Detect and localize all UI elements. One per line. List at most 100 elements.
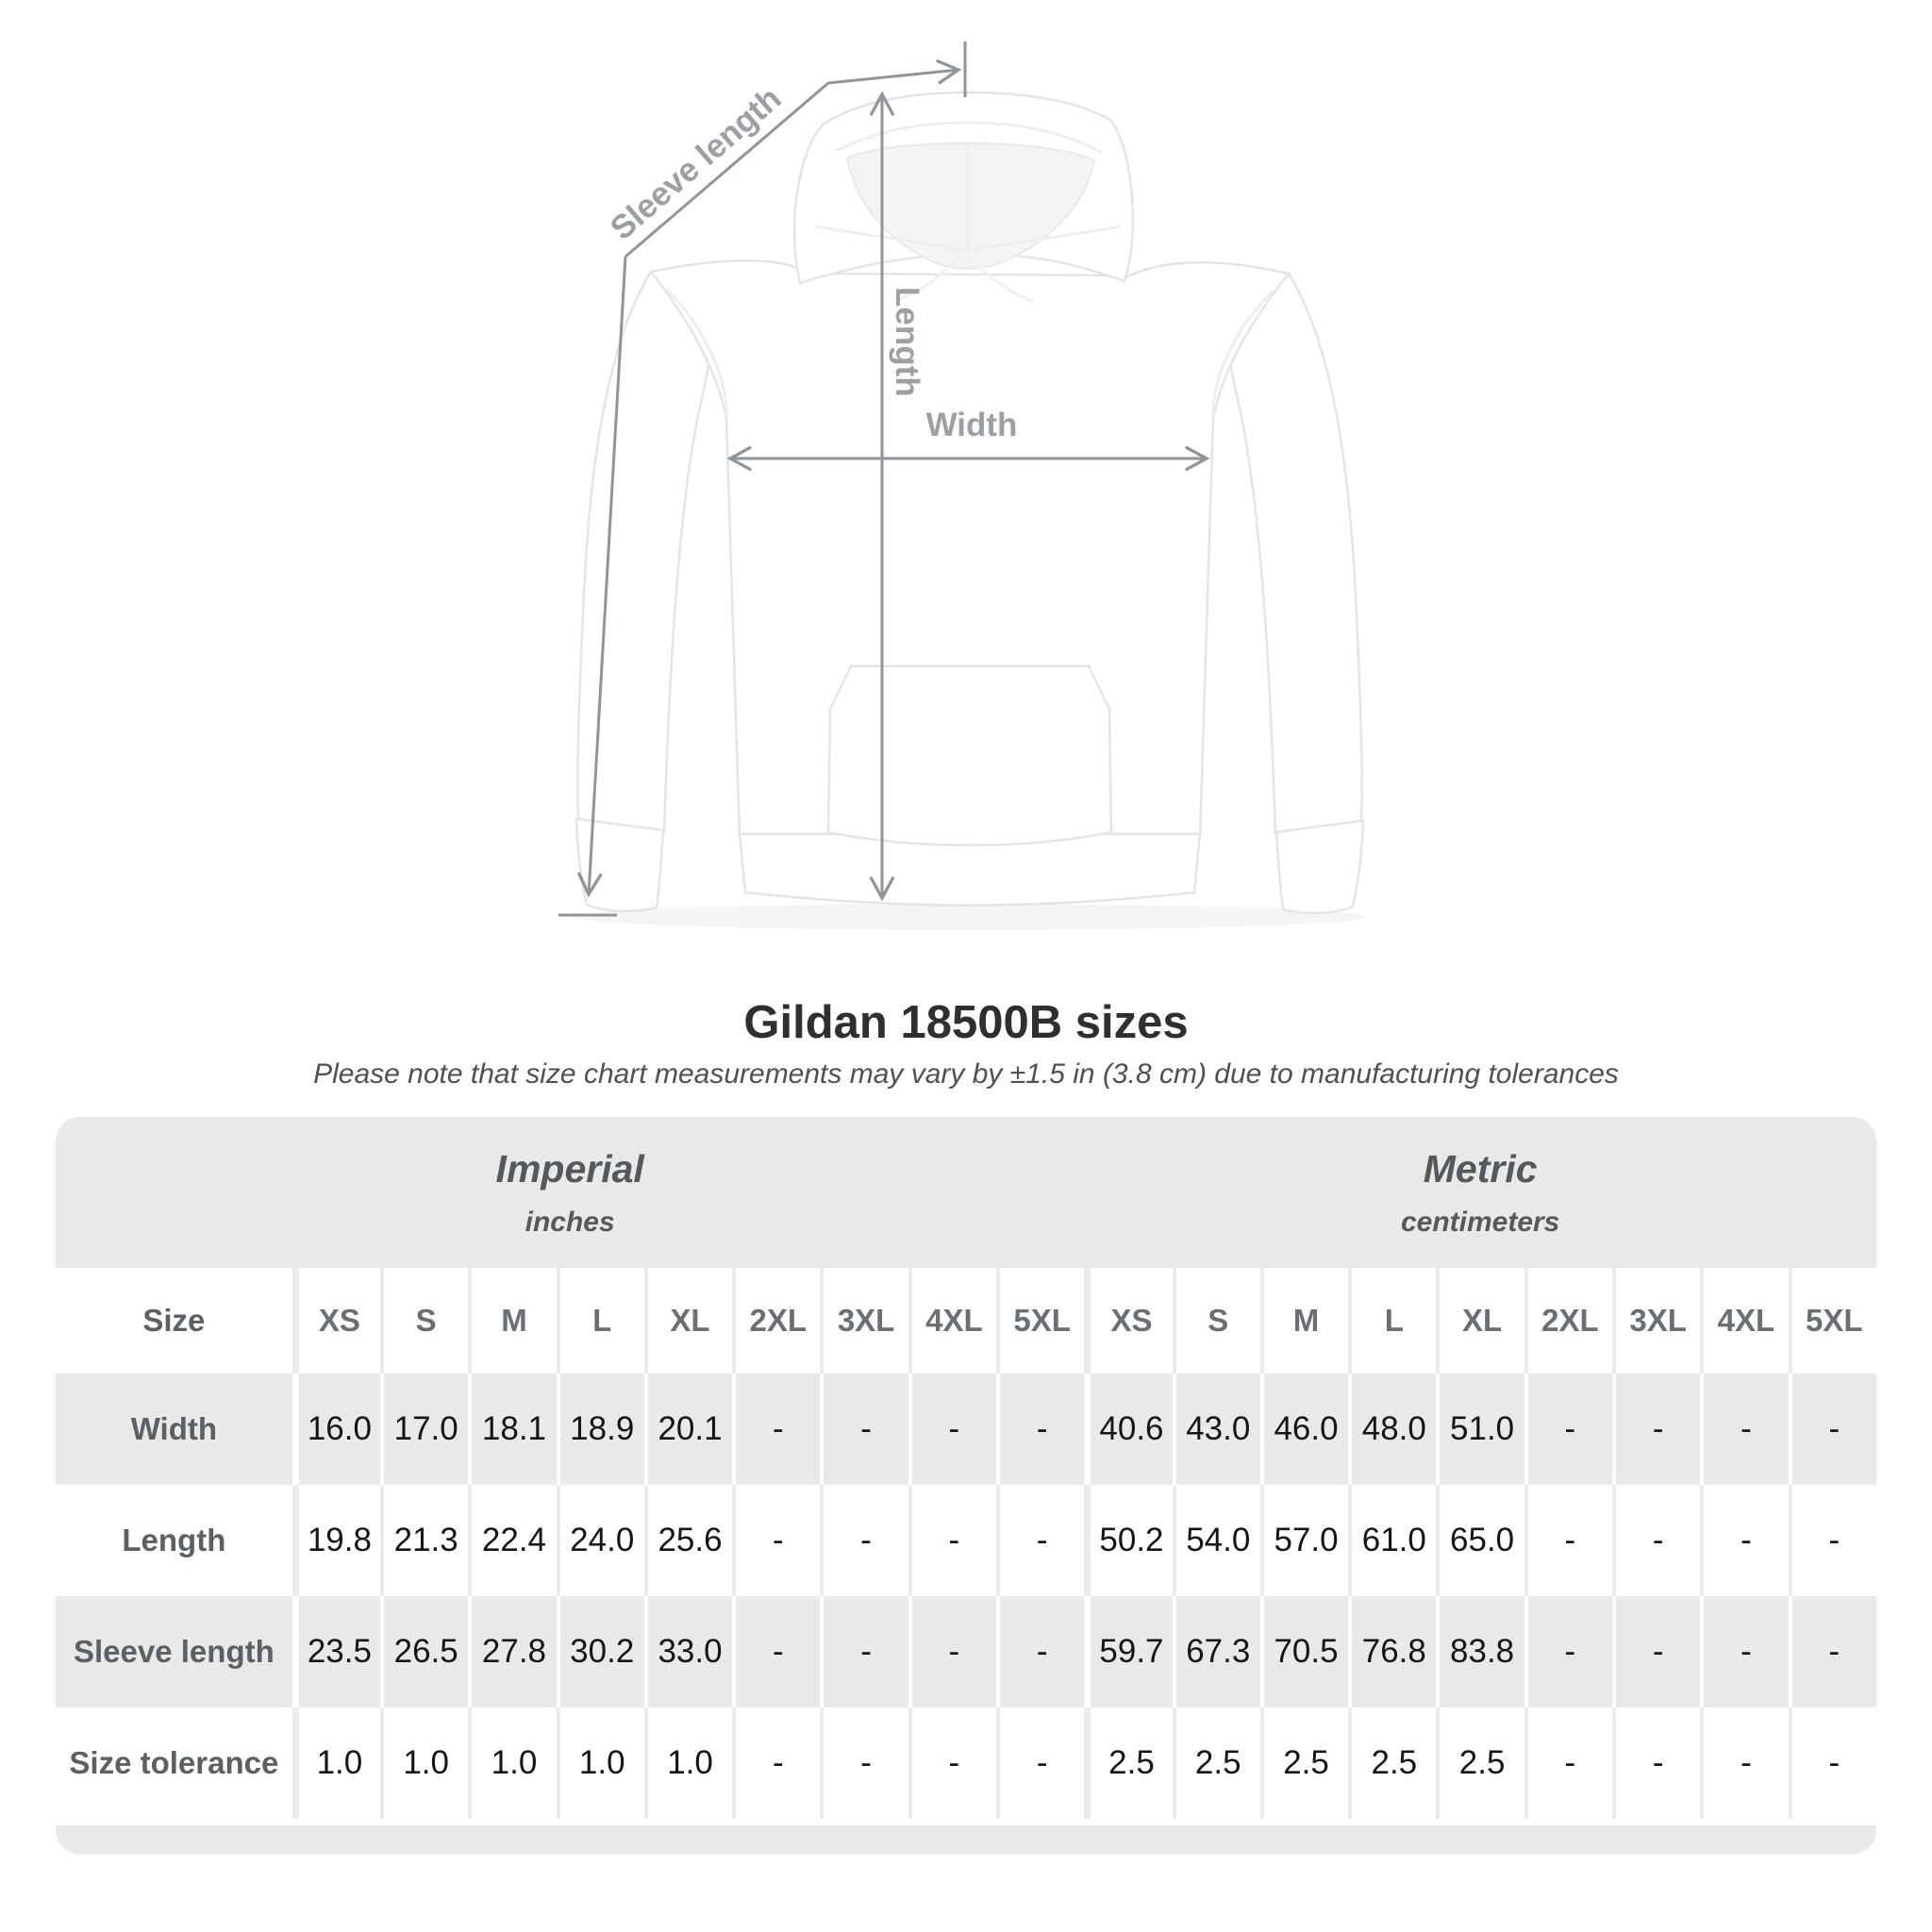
size-header-imperial-4xl: 4XL <box>908 1268 996 1374</box>
size-header-metric-m: M <box>1259 1268 1349 1374</box>
table-cell: 2.5 <box>1259 1707 1349 1819</box>
row-label: Length <box>56 1485 292 1596</box>
length-label: Length <box>889 287 925 397</box>
hoodie-shadow <box>574 904 1366 930</box>
table-cell: - <box>732 1485 821 1596</box>
table-cell: 83.8 <box>1436 1596 1524 1707</box>
table-cell: - <box>1700 1707 1789 1819</box>
table-cell: 57.0 <box>1259 1485 1349 1596</box>
table-cell: 40.6 <box>1084 1374 1173 1485</box>
table-cell: - <box>908 1596 996 1707</box>
table-cell: - <box>996 1374 1085 1485</box>
table-cell: 27.8 <box>468 1596 557 1707</box>
table-cell: - <box>1700 1596 1789 1707</box>
hoodie-right-cuff <box>1274 819 1365 915</box>
table-cell: 1.0 <box>380 1707 469 1819</box>
table-cell: 1.0 <box>556 1707 644 1819</box>
table-cell: - <box>1700 1485 1789 1596</box>
neck-shadow-right <box>962 250 1035 304</box>
table-cell: 33.0 <box>643 1596 733 1707</box>
table-cell: - <box>1524 1374 1613 1485</box>
table-cell: 1.0 <box>291 1707 381 1819</box>
hoodie-armhole-seam-left <box>664 287 728 418</box>
size-table: Imperial inches Metric centimeters Size … <box>56 1117 1876 1855</box>
sleeve-length-label: Sleeve length <box>604 80 789 247</box>
table-cell: 43.0 <box>1172 1374 1260 1485</box>
table-cell: - <box>820 1485 908 1596</box>
table-cell: - <box>1524 1485 1613 1596</box>
table-cell: - <box>1612 1485 1701 1596</box>
table-cell: 22.4 <box>468 1485 557 1596</box>
table-row: Size tolerance 1.0 1.0 1.0 1.0 1.0- - - -2.5 2.5 2… <box>56 1707 1876 1819</box>
table-cell: - <box>908 1485 996 1596</box>
hoodie-kangaroo-pocket <box>826 664 1113 847</box>
table-row: Sleeve length 23.5 26.5 27.8 30.2 33.0- - - -59.… <box>56 1596 1876 1707</box>
hoodie-illustration <box>574 91 1366 930</box>
hoodie-hem-band <box>738 832 1202 907</box>
table-cell: - <box>1612 1596 1701 1707</box>
table-cell: - <box>820 1374 908 1485</box>
unit-group-row: Imperial inches Metric centimeters <box>56 1117 1876 1268</box>
size-header-imperial-s: S <box>380 1268 469 1374</box>
table-cell: 1.0 <box>468 1707 557 1819</box>
size-header-imperial-3xl: 3XL <box>820 1268 908 1374</box>
table-cell: 54.0 <box>1172 1485 1260 1596</box>
table-cell: - <box>1788 1485 1876 1596</box>
table-cell: - <box>1612 1707 1701 1819</box>
hoodie-armhole-seam-right <box>1211 289 1275 418</box>
table-cell: - <box>1700 1374 1789 1485</box>
table-row: Width 16.0 17.0 18.1 18.9 20.1- - - -40.6 43.0 46.… <box>56 1374 1876 1485</box>
table-cell: - <box>1788 1374 1876 1485</box>
metric-group-unit: centimeters <box>1400 1206 1560 1238</box>
table-cell: - <box>1788 1707 1876 1819</box>
table-cell: 2.5 <box>1172 1707 1260 1819</box>
table-cell: - <box>1524 1596 1613 1707</box>
table-cell: - <box>820 1596 908 1707</box>
size-header-imperial-xs: XS <box>291 1268 381 1374</box>
table-cell: 46.0 <box>1259 1374 1349 1485</box>
table-cell: 2.5 <box>1348 1707 1437 1819</box>
table-cell: 65.0 <box>1436 1485 1524 1596</box>
size-column-header: Size <box>56 1268 292 1374</box>
size-header-metric-3xl: 3XL <box>1612 1268 1701 1374</box>
table-cell: - <box>908 1374 996 1485</box>
table-cell: - <box>996 1485 1085 1596</box>
table-cell: 48.0 <box>1348 1374 1437 1485</box>
page-subtitle: Please note that size chart measurements… <box>313 1058 1619 1090</box>
table-cell: - <box>996 1707 1085 1819</box>
row-label: Sleeve length <box>56 1596 292 1707</box>
table-cell: 26.5 <box>380 1596 469 1707</box>
size-header-metric-l: L <box>1348 1268 1437 1374</box>
table-cell: - <box>1788 1596 1876 1707</box>
neck-shadow-left <box>893 250 966 304</box>
table-cell: 19.8 <box>291 1485 381 1596</box>
table-cell: 25.6 <box>643 1485 733 1596</box>
size-header-imperial-l: L <box>556 1268 644 1374</box>
table-cell: 30.2 <box>556 1596 644 1707</box>
size-header-metric-4xl: 4XL <box>1700 1268 1789 1374</box>
sleeve-measure-vertical <box>577 256 627 898</box>
table-cell: - <box>732 1374 821 1485</box>
imperial-group-header: Imperial inches <box>56 1117 1085 1268</box>
table-cell: 51.0 <box>1436 1374 1524 1485</box>
size-header-metric-2xl: 2XL <box>1524 1268 1613 1374</box>
metric-group-name: Metric <box>1423 1146 1538 1191</box>
table-cell: 18.1 <box>468 1374 557 1485</box>
table-cell: 2.5 <box>1436 1707 1524 1819</box>
table-row: Length 19.8 21.3 22.4 24.0 25.6- - - -50.2 54.0 57… <box>56 1485 1876 1596</box>
sleeve-measure-top-segment <box>827 59 962 85</box>
table-cell: - <box>908 1707 996 1819</box>
table-cell: 76.8 <box>1348 1596 1437 1707</box>
table-cell: 21.3 <box>380 1485 469 1596</box>
table-cell: 2.5 <box>1084 1707 1173 1819</box>
table-cell: 16.0 <box>291 1374 381 1485</box>
size-header-imperial-2xl: 2XL <box>732 1268 821 1374</box>
page-title: Gildan 18500B sizes <box>743 997 1189 1048</box>
table-cell: - <box>1612 1374 1701 1485</box>
table-cell: 61.0 <box>1348 1485 1437 1596</box>
hoodie-body <box>648 259 1291 838</box>
table-footer-row <box>56 1819 1876 1855</box>
size-header-imperial-5xl: 5XL <box>996 1268 1085 1374</box>
sleeve-measure-diagonal <box>625 81 829 258</box>
